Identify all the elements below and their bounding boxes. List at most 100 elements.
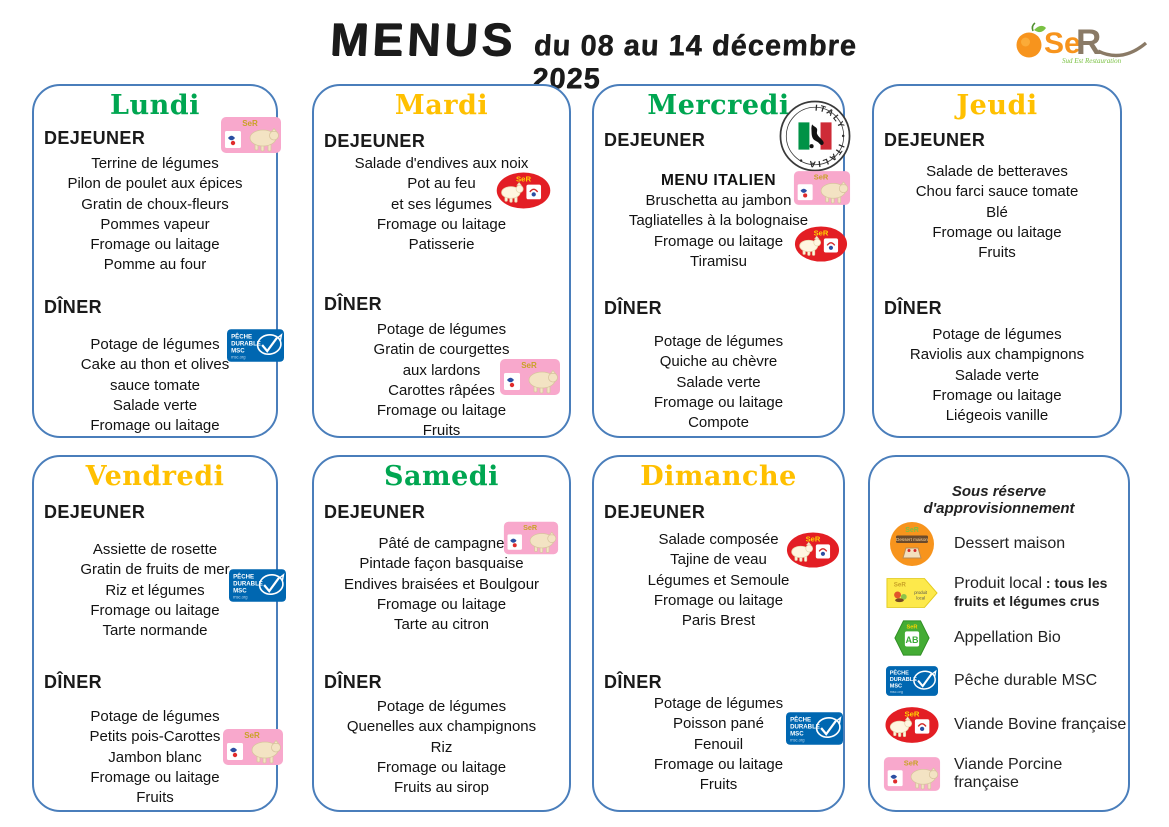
pork-icon — [503, 519, 565, 557]
legend-label-bold: : tous les fruits et légumes crus — [954, 575, 1108, 609]
legend-label-main: Produit local — [954, 575, 1043, 592]
beef-icon — [496, 172, 551, 209]
menu-item: Tarte au citron — [393, 616, 490, 634]
dinner-items: Potage de légumes Quenelles aux champigno… — [314, 697, 569, 798]
menu-item: Liégeois vanille — [945, 407, 1049, 425]
dinner-items: Potage de légumes Petits pois-Carottes Jam… — [34, 707, 276, 808]
menu-item: Salade verte — [676, 373, 761, 391]
menu-item: Fromage ou laitage — [376, 215, 507, 233]
menu-item: Fruits — [978, 244, 1016, 262]
menu-card-lundi: Lundi DEJEUNER Terrine de légumes Pilon d… — [32, 84, 278, 438]
menu-card-vendredi: Vendredi DEJEUNER Assiette de rosette Gra… — [32, 455, 278, 812]
legend-row-dessert: Dessert maison — [870, 521, 1128, 567]
menu-item: Compote — [688, 414, 749, 432]
menu-card-dimanche: Dimanche DEJEUNER Salade composée Tajine … — [592, 455, 845, 812]
menu-item: aux lardons — [402, 361, 481, 379]
menu-item: et ses légumes — [391, 195, 492, 213]
day-title: Mardi — [394, 90, 489, 121]
menu-item: Gratin de choux-fleurs — [81, 195, 229, 213]
svg-text:Se: Se — [1044, 27, 1081, 60]
svg-text:R: R — [1076, 23, 1101, 62]
lunch-header: DEJEUNER — [324, 131, 426, 151]
menu-item: Riz et légumes — [105, 581, 205, 599]
dinner-items: Potage de légumes Gratin de courgettes aux… — [314, 320, 569, 442]
dinner-header: DÎNER — [324, 294, 383, 314]
menu-item: Potage de légumes — [376, 698, 507, 715]
ser-logo: Se R Sud Est Restauration — [1016, 22, 1148, 65]
pork-icon — [499, 358, 561, 396]
beef-icon — [882, 706, 942, 744]
msc-icon — [882, 666, 942, 696]
produit-local-icon — [882, 573, 942, 613]
menu-item: Chou farci sauce tomate — [915, 183, 1079, 201]
menu-item: Endives braisées et Boulgour — [343, 575, 540, 593]
menu-item: Pommes vapeur — [100, 215, 210, 233]
menu-item: Tarte normande — [102, 622, 208, 640]
legend-row-beef: Viande Bovine française — [870, 706, 1128, 744]
menu-item: Pintade façon basquaise — [359, 555, 524, 573]
legend-label: Produit local : tous les fruits et légum… — [954, 575, 1128, 611]
legend-label: Dessert maison — [954, 535, 1066, 552]
lunch-items: Salade de betteraves Chou farci sauce tom… — [874, 162, 1120, 263]
menu-item: Bruschetta au jambon — [645, 192, 792, 209]
menu-item: Jambon blanc — [108, 748, 202, 766]
menu-item: Terrine de légumes — [91, 155, 219, 172]
dinner-items: Potage de légumes Poisson pané Fenouil From… — [594, 694, 843, 795]
legend-row-pork: Viande Porcine française — [870, 754, 1128, 794]
italy-stamp-icon — [779, 100, 851, 172]
lunch-header: DEJEUNER — [604, 130, 706, 150]
menu-item: Fenouil — [693, 735, 744, 753]
menu-item: Petits pois-Carottes — [89, 728, 221, 746]
day-title: Lundi — [110, 90, 200, 121]
svg-text:Sud Est Restauration: Sud Est Restauration — [1062, 57, 1122, 65]
menu-item: Légumes et Semoule — [647, 571, 790, 589]
pork-icon — [882, 754, 942, 794]
msc-icon — [786, 712, 843, 745]
menu-item: Fromage ou laitage — [90, 768, 220, 786]
title-menus: MENUS — [328, 13, 518, 65]
lunch-header: DEJEUNER — [44, 128, 146, 148]
menu-item: Gratin de courgettes — [373, 341, 510, 359]
menu-item: Blé — [986, 203, 1008, 221]
bio-icon — [882, 619, 942, 657]
lunch-header: DEJEUNER — [884, 130, 986, 150]
legend-title: Sous réserve d'approvisionnement — [923, 483, 1075, 517]
menu-item: Fromage ou laitage — [932, 386, 1062, 404]
menu-item: Quiche au chèvre — [659, 353, 778, 371]
pork-icon — [793, 170, 855, 208]
lunch-items: Bruschetta au jambon Tagliatelles à la bo… — [594, 191, 843, 272]
menu-item: Patisserie — [408, 236, 475, 254]
day-title: Mercredi — [647, 90, 790, 121]
menu-item: Tiramisu — [690, 252, 747, 270]
menu-item: sauce tomate — [109, 376, 201, 394]
menu-item: Potage de légumes — [90, 336, 220, 353]
lunch-header: DEJEUNER — [604, 502, 706, 522]
legend-row-msc: Pêche durable MSC — [870, 666, 1128, 696]
legend-card: Sous réserve d'approvisionnement Dessert… — [868, 455, 1130, 812]
menu-item: Fromage ou laitage — [90, 417, 220, 435]
menu-item: Salade composée — [658, 531, 779, 548]
menu-item: Salade verte — [112, 396, 198, 414]
msc-icon — [229, 569, 286, 602]
dinner-header: DÎNER — [324, 672, 383, 692]
dinner-header: DÎNER — [604, 672, 663, 692]
dinner-header: DÎNER — [604, 298, 663, 318]
menu-item: Tajine de veau — [670, 551, 767, 569]
day-title: Samedi — [384, 461, 499, 492]
menu-item: Fromage ou laitage — [90, 236, 220, 254]
dinner-header: DÎNER — [44, 672, 103, 692]
lunch-items: Terrine de légumes Pilon de poulet aux ép… — [34, 154, 276, 276]
menu-item: Salade d'endives aux noix — [354, 155, 529, 172]
menu-item: Pâté de campagne — [378, 535, 505, 552]
menu-item: Fruits — [422, 422, 461, 440]
menu-item: Pomme au four — [103, 256, 207, 274]
menu-item: Fruits — [136, 789, 174, 807]
menu-item: Pilon de poulet aux épices — [67, 175, 243, 193]
beef-icon — [794, 226, 849, 263]
menu-item: Salade verte — [954, 366, 1040, 384]
menu-card-samedi: Samedi DEJEUNER Pâté de campagne Pintade … — [312, 455, 571, 812]
lunch-items: Assiette de rosette Gratin de fruits de m… — [34, 540, 276, 641]
lunch-header: DEJEUNER — [324, 502, 426, 522]
menu-item: Fromage ou laitage — [376, 402, 507, 420]
